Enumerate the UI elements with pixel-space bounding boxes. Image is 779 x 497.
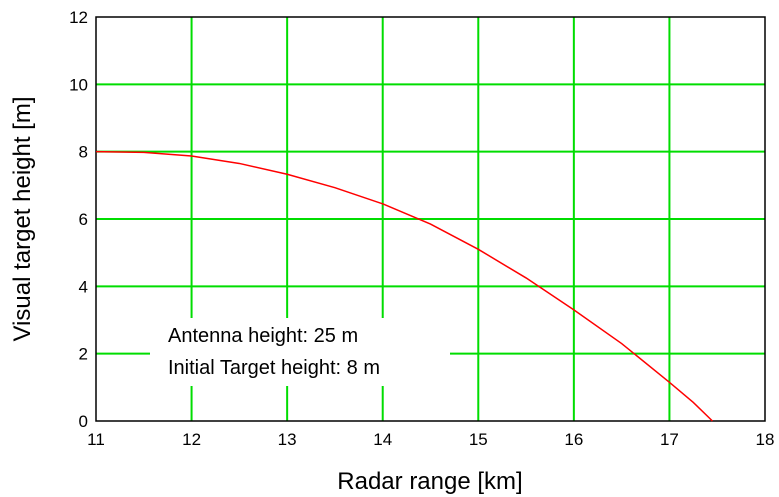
x-tick-label: 17 — [660, 430, 679, 449]
y-tick-label: 8 — [79, 143, 88, 162]
y-tick-label: 0 — [79, 412, 88, 431]
x-tick-label: 14 — [373, 430, 392, 449]
annotation-initial-target-height: Initial Target height: 8 m — [168, 357, 380, 379]
y-tick-label: 12 — [69, 8, 88, 27]
plot-frame — [95, 16, 766, 422]
y-tick-label: 10 — [69, 75, 88, 94]
x-tick-label: 11 — [87, 430, 105, 449]
series-group — [95, 150, 713, 422]
y-tick-label: 6 — [79, 210, 88, 229]
x-tick-label: 18 — [756, 430, 775, 449]
x-tick-labels: 11 12 13 14 15 16 17 18 — [87, 430, 774, 449]
x-tick-label: 12 — [182, 430, 201, 449]
annotation-background — [150, 318, 450, 386]
y-tick-label: 2 — [79, 345, 88, 364]
x-axis-title: Radar range [km] — [337, 468, 522, 495]
y-tick-labels: 0 2 4 6 8 10 12 — [69, 8, 88, 431]
y-tick-label: 4 — [79, 277, 88, 296]
x-tick-label: 16 — [564, 430, 583, 449]
series-line-0 — [95, 150, 713, 422]
x-tick-label: 13 — [278, 430, 297, 449]
grid-horizontal — [96, 83, 765, 355]
annotation-antenna-height: Antenna height: 25 m — [168, 325, 358, 347]
x-tick-label: 15 — [469, 430, 488, 449]
y-axis-title: Visual target height [m] — [9, 96, 36, 341]
